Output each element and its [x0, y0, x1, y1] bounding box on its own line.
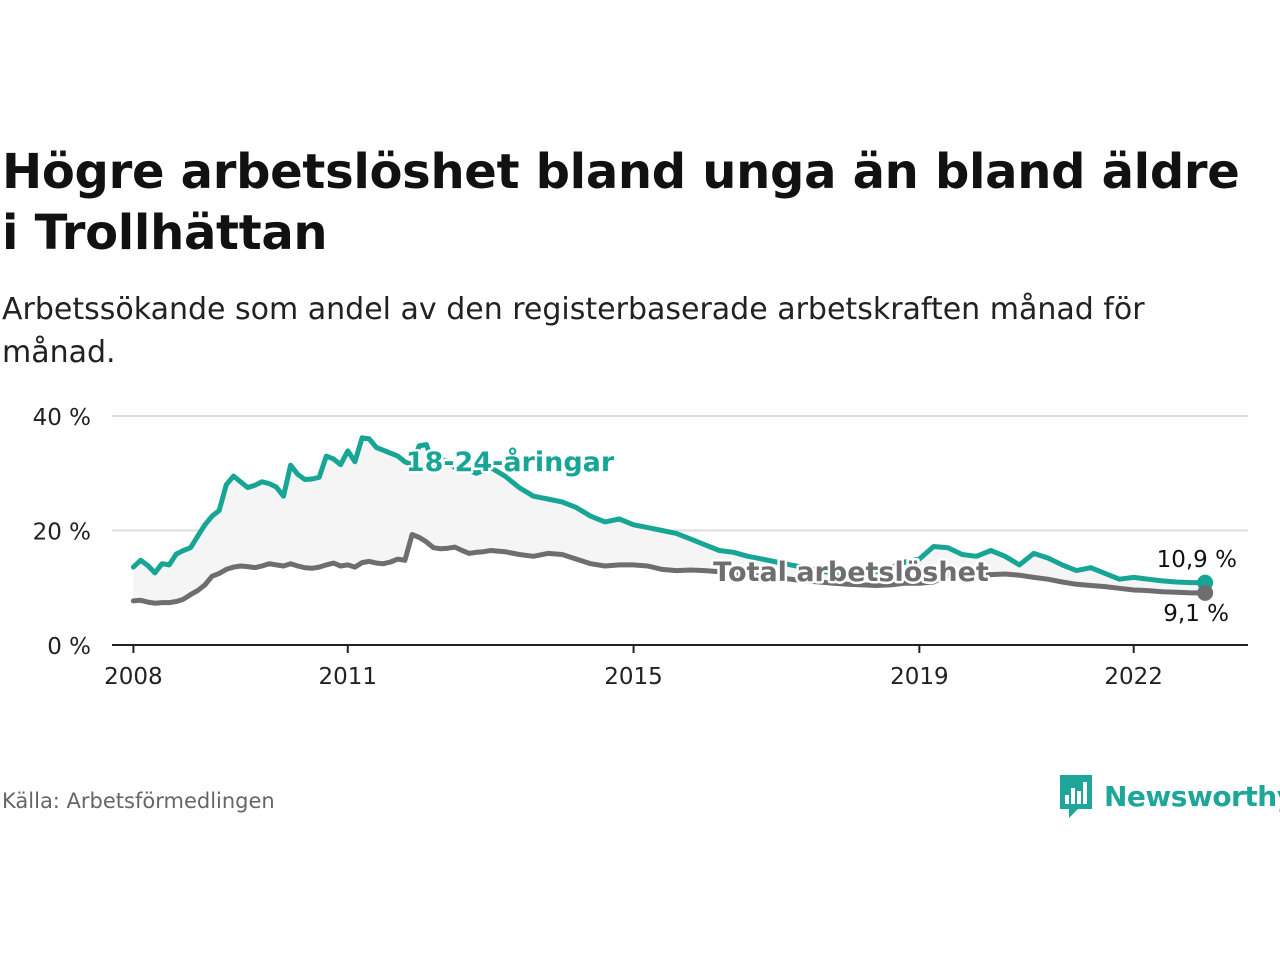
total-series-label: Total arbetslöshet — [713, 557, 989, 588]
x-tick-label: 2015 — [604, 664, 663, 690]
total-end-marker — [1197, 584, 1214, 601]
total-line — [130, 532, 1208, 606]
gap-band — [133, 437, 1206, 604]
x-axis-ticks: 2008 2011 2015 2019 2022 — [104, 645, 1163, 690]
y-axis-labels: 0 % 20 % 40 % — [33, 405, 91, 660]
y-tick-label: 20 % — [33, 520, 91, 546]
x-tick-label: 2019 — [890, 664, 949, 690]
source-note: Källa: Arbetsförmedlingen — [2, 789, 275, 813]
youth-line — [130, 435, 1208, 586]
bar-chart-logo-icon — [1060, 775, 1092, 818]
chart-subtitle: Arbetssökande som andel av den registerb… — [2, 292, 1145, 370]
y-tick-label: 40 % — [33, 405, 91, 431]
x-tick-label: 2008 — [104, 664, 163, 690]
chart-title: Högre arbetslöshet bland unga än bland ä… — [2, 144, 1240, 261]
youth-end-value: 10,9 % — [1157, 547, 1237, 573]
newsworthy-logo: Newsworthy — [1058, 772, 1280, 820]
x-tick-label: 2022 — [1104, 664, 1163, 690]
total-end-value: 9,1 % — [1163, 601, 1229, 627]
y-tick-label: 0 % — [47, 634, 91, 660]
youth-series-label: 18-24-åringar — [406, 446, 615, 478]
x-tick-label: 2011 — [319, 664, 378, 690]
line-chart: 0 % 20 % 40 % 2008 2011 2015 2019 2022 18-24-å… — [33, 405, 1248, 690]
brand-name: Newsworthy — [1104, 779, 1280, 813]
